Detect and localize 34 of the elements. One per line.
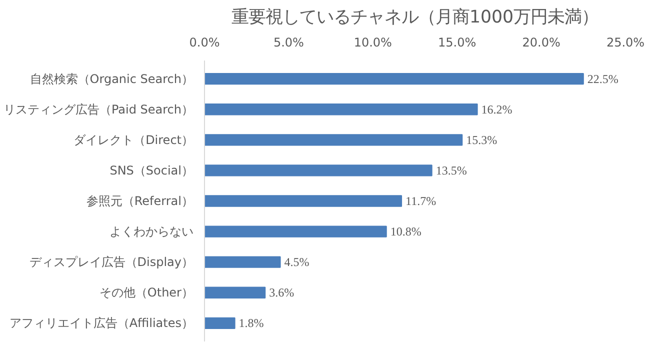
- x-tick-label: 0.0%: [189, 36, 220, 50]
- bar: [204, 134, 463, 146]
- x-tick-label: 25.0%: [606, 36, 645, 50]
- bar: [204, 256, 281, 268]
- y-tick-label: SNS（Social）: [110, 163, 194, 178]
- data-label: 11.7%: [406, 194, 436, 208]
- x-tick-label: 5.0%: [273, 36, 304, 50]
- bar: [204, 104, 478, 116]
- data-label: 10.8%: [390, 224, 422, 239]
- data-label: 4.5%: [284, 255, 310, 270]
- data-label: 22.5%: [587, 72, 618, 86]
- data-label: 1.8%: [238, 316, 264, 330]
- x-tick-label: 20.0%: [522, 36, 560, 50]
- y-tick-label: ダイレクト（Direct）: [74, 132, 194, 147]
- bar: [204, 164, 432, 176]
- y-tick-label: その他（Other）: [99, 286, 194, 300]
- y-tick-label: ディスプレイ広告（Display）: [29, 255, 194, 270]
- data-label: 13.5%: [436, 163, 467, 178]
- data-label: 15.3%: [466, 132, 498, 147]
- x-tick-label: 10.0%: [354, 36, 392, 50]
- bar: [204, 286, 266, 298]
- y-tick-label: リスティング広告（Paid Search）: [3, 102, 194, 116]
- y-tick-label: 自然検索（Organic Search）: [30, 72, 194, 86]
- y-tick-label: よくわからない: [110, 224, 194, 239]
- chart-title: 重要視しているチャネル（月商1000万円未満）: [231, 8, 599, 28]
- data-label: 3.6%: [269, 286, 294, 300]
- y-tick-label: アフィリエイト広告（Affiliates）: [9, 316, 194, 330]
- bar: [204, 195, 402, 207]
- data-label: 16.2%: [481, 102, 512, 116]
- y-tick-label: 参照元（Referral）: [86, 194, 194, 208]
- bar: [204, 72, 584, 85]
- bar: [204, 226, 387, 238]
- x-tick-label: 15.0%: [438, 36, 476, 50]
- bar: [204, 317, 236, 330]
